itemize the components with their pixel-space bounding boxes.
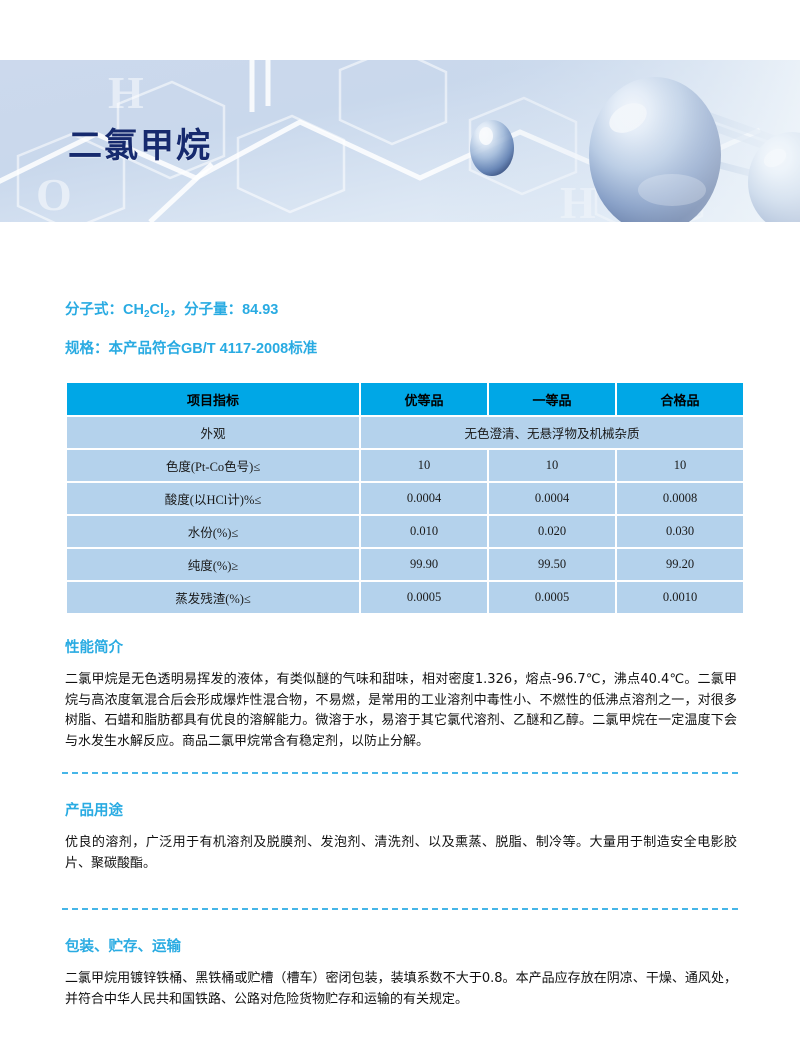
table-header-qualified: 合格品 (617, 383, 743, 415)
molecular-formula-line: 分子式：CH2Cl2，分子量：84.93 (65, 298, 279, 320)
table-header-row: 项目指标 优等品 一等品 合格品 (67, 383, 743, 415)
row-value-first: 0.0004 (489, 483, 615, 514)
section-packaging-body: 二氯甲烷用镀锌铁桶、黑铁桶或贮槽（槽车）密闭包装，装填系数不大于0.8。本产品应… (65, 971, 737, 1007)
formula-cl: Cl (149, 302, 165, 318)
section-usage-title: 产品用途 (65, 803, 123, 819)
table-row: 色度(Pt-Co色号)≤ 10 10 10 (67, 450, 743, 481)
section-divider (62, 772, 738, 774)
page-banner: H H O 二氯甲烷 (0, 60, 800, 222)
row-item-label: 色度(Pt-Co色号)≤ (67, 450, 359, 481)
specification-standard-line: 规格：本产品符合GB/T 4117-2008标准 (65, 341, 318, 357)
molecular-weight: ，分子量：84.93 (169, 302, 279, 318)
table-row: 酸度(以HCl计)%≤ 0.0004 0.0004 0.0008 (67, 483, 743, 514)
specification-table: 项目指标 优等品 一等品 合格品 外观 无色澄清、无悬浮物及机械杂质 色度(Pt… (65, 381, 745, 615)
table-header-item: 项目指标 (67, 383, 359, 415)
table-row: 水份(%)≤ 0.010 0.020 0.030 (67, 516, 743, 547)
row-value-first: 0.0005 (489, 582, 615, 613)
svg-text:H: H (108, 67, 144, 118)
banner-decoration-graphic: H H O (0, 60, 800, 222)
row-value-qualified: 0.0008 (617, 483, 743, 514)
section-performance-title: 性能简介 (65, 640, 123, 656)
formula-ch: CH (123, 302, 144, 318)
formula-label: 分子式： (65, 302, 123, 318)
row-item-label: 蒸发残渣(%)≤ (67, 582, 359, 613)
section-performance: 性能简介 二氯甲烷是无色透明易挥发的液体，有类似醚的气味和甜味，相对密度1.32… (65, 636, 737, 752)
section-packaging: 包装、贮存、运输 二氯甲烷用镀锌铁桶、黑铁桶或贮槽（槽车）密闭包装，装填系数不大… (65, 935, 737, 1010)
row-value-first: 99.50 (489, 549, 615, 580)
row-value-first: 10 (489, 450, 615, 481)
row-value-premium: 0.010 (361, 516, 487, 547)
row-value-premium: 0.0004 (361, 483, 487, 514)
row-item-label: 酸度(以HCl计)%≤ (67, 483, 359, 514)
row-value-qualified: 0.030 (617, 516, 743, 547)
row-value-qualified: 0.0010 (617, 582, 743, 613)
formula-ch-subscript: 2 (143, 309, 150, 320)
table-row: 蒸发残渣(%)≤ 0.0005 0.0005 0.0010 (67, 582, 743, 613)
page-title: 二氯甲烷 (68, 127, 212, 165)
table-row: 外观 无色澄清、无悬浮物及机械杂质 (67, 417, 743, 448)
formula-cl-subscript: 2 (164, 309, 170, 320)
row-item-label: 纯度(%)≥ (67, 549, 359, 580)
section-packaging-title: 包装、贮存、运输 (65, 939, 181, 955)
row-value-qualified: 10 (617, 450, 743, 481)
table-row: 纯度(%)≥ 99.90 99.50 99.20 (67, 549, 743, 580)
row-value-premium: 0.0005 (361, 582, 487, 613)
row-value-first: 0.020 (489, 516, 615, 547)
table-header-first: 一等品 (489, 383, 615, 415)
table-header-premium: 优等品 (361, 383, 487, 415)
row-merged-value: 无色澄清、无悬浮物及机械杂质 (361, 417, 743, 448)
row-item-label: 外观 (67, 417, 359, 448)
section-usage: 产品用途 优良的溶剂，广泛用于有机溶剂及脱膜剂、发泡剂、清洗剂、以及熏蒸、脱脂、… (65, 799, 737, 874)
row-value-premium: 10 (361, 450, 487, 481)
row-item-label: 水份(%)≤ (67, 516, 359, 547)
section-divider (62, 908, 738, 910)
section-performance-body: 二氯甲烷是无色透明易挥发的液体，有类似醚的气味和甜味，相对密度1.326，熔点-… (65, 672, 737, 749)
section-usage-body: 优良的溶剂，广泛用于有机溶剂及脱膜剂、发泡剂、清洗剂、以及熏蒸、脱脂、制冷等。大… (65, 835, 737, 871)
row-value-premium: 99.90 (361, 549, 487, 580)
row-value-qualified: 99.20 (617, 549, 743, 580)
svg-text:O: O (36, 169, 72, 220)
